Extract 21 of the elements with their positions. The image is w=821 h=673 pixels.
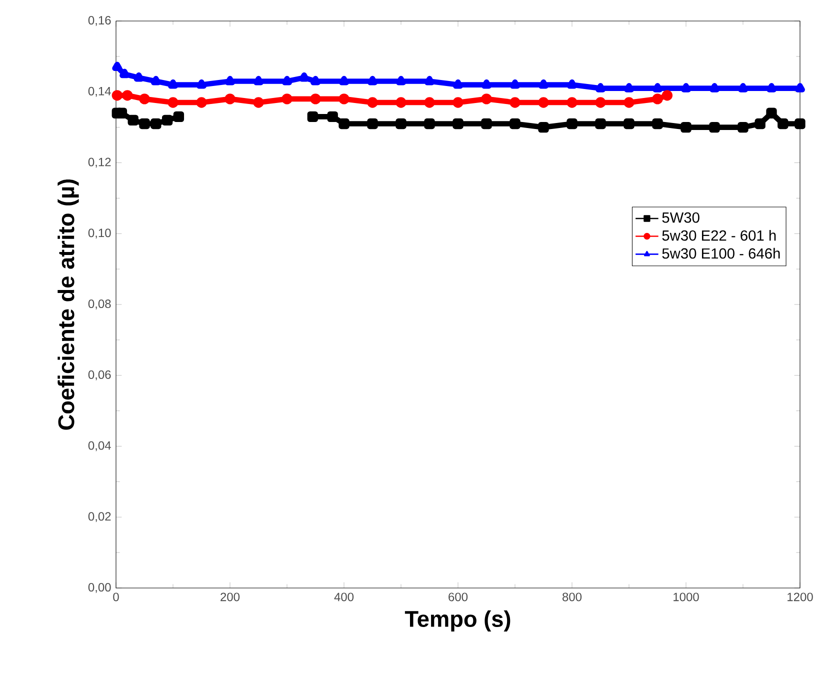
- y-tick-label: 0,02: [88, 512, 111, 522]
- x-tick-label: 0: [113, 592, 119, 602]
- y-tick-label: 0,08: [88, 300, 111, 310]
- x-tick-label: 200: [220, 592, 240, 602]
- legend-label: 5w30 E22 - 601 h: [662, 230, 776, 241]
- x-tick-label: 1000: [674, 592, 699, 602]
- y-tick-label: 0,10: [88, 228, 111, 239]
- y-axis-title: Coeficiente de atrito (µ): [58, 179, 79, 430]
- x-axis-title: Tempo (s): [404, 610, 510, 632]
- x-tick-label: 600: [448, 592, 468, 602]
- y-tick-label: 0,06: [88, 370, 111, 380]
- legend-label: 5w30 E100 - 646h: [662, 248, 780, 259]
- y-tick-label: 0,12: [88, 158, 111, 168]
- y-tick-label: 0,16: [88, 16, 111, 26]
- y-tick-label: 0,04: [88, 441, 111, 452]
- x-tick-label: 1200: [788, 592, 813, 602]
- y-tick-label: 0,14: [88, 86, 111, 97]
- x-tick-label: 400: [334, 592, 354, 602]
- legend-label: 5W30: [662, 212, 700, 223]
- y-tick-label: 0,00: [88, 583, 111, 593]
- x-tick-label: 800: [562, 592, 582, 602]
